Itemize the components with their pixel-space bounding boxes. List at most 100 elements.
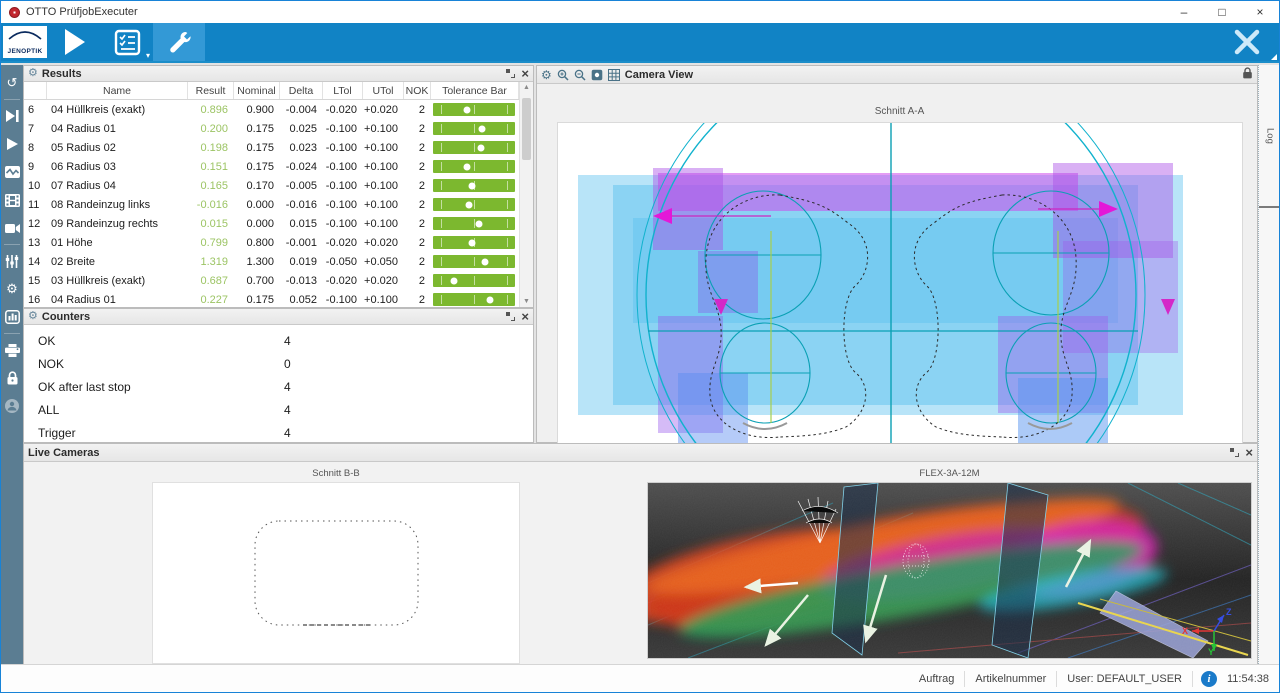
settings-gear-icon[interactable]: ⚙	[6, 281, 18, 296]
scroll-down-icon[interactable]: ▼	[523, 298, 530, 305]
user-icon[interactable]	[1, 392, 23, 420]
column-header-nok[interactable]: NOK	[404, 82, 431, 99]
utol-value: +0.100	[364, 179, 398, 192]
video-camera-icon[interactable]	[1, 214, 23, 242]
delta-value: -0.016	[285, 198, 317, 211]
run-button[interactable]	[49, 23, 101, 61]
counters-expand-icon[interactable]	[506, 312, 516, 321]
camera-lock-icon[interactable]	[1242, 66, 1253, 84]
delta-value: -0.001	[285, 236, 317, 249]
grid-icon[interactable]	[607, 68, 620, 81]
column-header-name[interactable]: Name	[47, 82, 188, 99]
utol-value: +0.020	[364, 236, 398, 249]
live-expand-icon[interactable]	[1230, 448, 1240, 457]
table-row[interactable]: 6 04 Hüllkreis (exakt) 0.896 0.900 -0.00…	[24, 100, 519, 119]
tolerance-bar-cell	[431, 236, 519, 249]
status-auftrag[interactable]: Auftrag	[918, 673, 955, 685]
reset-icon[interactable]: ↺	[6, 75, 18, 90]
table-row[interactable]: 7 04 Radius 01 0.200 0.175 0.025 -0.100 …	[24, 119, 519, 138]
print-icon[interactable]	[1, 336, 23, 364]
results-close-icon[interactable]: ×	[521, 66, 529, 81]
live-close-icon[interactable]: ×	[1245, 445, 1253, 460]
minimize-button[interactable]: –	[1180, 5, 1188, 19]
live-cameras-title: Live Cameras	[28, 446, 100, 459]
maximize-button[interactable]: □	[1218, 5, 1226, 19]
table-row[interactable]: 15 03 Hüllkreis (exakt) 0.687 0.700 -0.0…	[24, 271, 519, 290]
table-row[interactable]: 14 02 Breite 1.319 1.300 0.019 -0.050 +0…	[24, 252, 519, 271]
table-row[interactable]: 8 05 Radius 02 0.198 0.175 0.023 -0.100 …	[24, 138, 519, 157]
column-header-nominal[interactable]: Nominal	[234, 82, 280, 99]
ltol-value: -0.100	[325, 198, 357, 211]
counters-title: Counters	[41, 310, 91, 323]
delta-value: 0.019	[289, 255, 317, 268]
results-vertical-scrollbar[interactable]: ▲ ▼	[519, 82, 533, 307]
camera-settings-icon[interactable]: ⚙	[541, 67, 552, 82]
counter-row: Trigger 4	[24, 421, 533, 444]
step-forward-icon[interactable]	[1, 102, 23, 130]
ltol-value: -0.100	[325, 217, 357, 230]
delta-value: 0.025	[289, 122, 317, 135]
fit-view-icon[interactable]	[591, 69, 603, 81]
exit-application-button[interactable]	[1215, 23, 1279, 61]
tolerance-dot	[450, 277, 457, 284]
tolerance-bar-cell	[431, 141, 519, 154]
counters-settings-icon[interactable]: ⚙	[28, 310, 38, 322]
ltol-value: -0.100	[325, 293, 357, 306]
info-icon[interactable]: i	[1200, 671, 1217, 687]
filmstrip-icon[interactable]	[1, 186, 23, 214]
adjust-sliders-icon[interactable]	[1, 247, 23, 275]
column-header-delta[interactable]: Delta	[280, 82, 323, 99]
signal-wave-icon[interactable]	[1, 158, 23, 186]
column-header-tolerance-bar[interactable]: Tolerance Bar	[431, 82, 519, 99]
log-tab[interactable]: Log	[1259, 65, 1279, 208]
zoom-out-icon[interactable]	[574, 69, 586, 81]
settings-button[interactable]	[153, 23, 205, 61]
tolerance-tick-low	[441, 295, 443, 304]
status-artikelnummer[interactable]: Artikelnummer	[975, 673, 1047, 685]
scroll-up-icon[interactable]: ▲	[523, 84, 530, 91]
tolerance-tick-mid	[474, 200, 475, 209]
play-icon[interactable]	[1, 130, 23, 158]
results-table-header: Name Result Nominal Delta LTol UTol NOK …	[24, 82, 519, 100]
row-number: 13	[28, 236, 41, 249]
results-settings-icon[interactable]: ⚙	[28, 67, 38, 79]
zoom-in-icon[interactable]	[557, 69, 569, 81]
column-header-utol[interactable]: UTol	[363, 82, 404, 99]
lock-icon[interactable]	[1, 364, 23, 392]
counter-row: OK after last stop 4	[24, 375, 533, 398]
tolerance-tick-low	[441, 124, 443, 133]
table-row[interactable]: 16 04 Radius 01 0.227 0.175 0.052 -0.100…	[24, 290, 519, 309]
table-row[interactable]: 11 08 Randeinzug links -0.016 0.000 -0.0…	[24, 195, 519, 214]
log-tab-label: Log	[1264, 127, 1276, 144]
joblist-button[interactable]: ▾	[101, 23, 153, 61]
tolerance-tick-high	[506, 276, 508, 285]
app-icon	[9, 6, 20, 18]
table-row[interactable]: 10 07 Radius 04 0.165 0.170 -0.005 -0.10…	[24, 176, 519, 195]
results-expand-icon[interactable]	[506, 69, 516, 78]
counters-close-icon[interactable]: ×	[521, 309, 529, 324]
table-row[interactable]: 12 09 Randeinzug rechts 0.015 0.000 0.01…	[24, 214, 519, 233]
tolerance-dot	[475, 220, 483, 227]
table-row[interactable]: 9 06 Radius 03 0.151 0.175 -0.024 -0.100…	[24, 157, 519, 176]
close-window-button[interactable]: ×	[1256, 5, 1264, 19]
tolerance-tick-mid	[474, 219, 475, 228]
tolerance-bar	[433, 160, 515, 173]
camera-view-canvas[interactable]	[557, 40, 1243, 550]
joblist-caret-icon[interactable]: ▾	[145, 51, 150, 60]
nok-value: 2	[418, 236, 425, 249]
table-row[interactable]: 13 01 Höhe 0.799 0.800 -0.001 -0.020 +0.…	[24, 233, 519, 252]
camera-view-content[interactable]: Schnitt A-A	[537, 40, 1257, 550]
utol-value: +0.100	[364, 122, 398, 135]
tolerance-tick-low	[441, 257, 443, 266]
flex-3a-12m-view[interactable]: X Z .Y	[618, 482, 1252, 659]
schnitt-b-b-view[interactable]	[152, 482, 520, 664]
results-table: Name Result Nominal Delta LTol UTol NOK …	[24, 82, 519, 307]
status-time: 11:54:38	[1226, 673, 1269, 685]
counters-header: ⚙ Counters ×	[24, 309, 533, 325]
tolerance-dot	[463, 106, 471, 113]
column-header-result[interactable]: Result	[188, 82, 234, 99]
column-header-ltol[interactable]: LTol	[323, 82, 363, 99]
measurement-name: 07 Radius 04	[51, 179, 116, 192]
statistics-panel-icon[interactable]	[1, 303, 23, 331]
scrollbar-thumb[interactable]	[522, 98, 531, 160]
